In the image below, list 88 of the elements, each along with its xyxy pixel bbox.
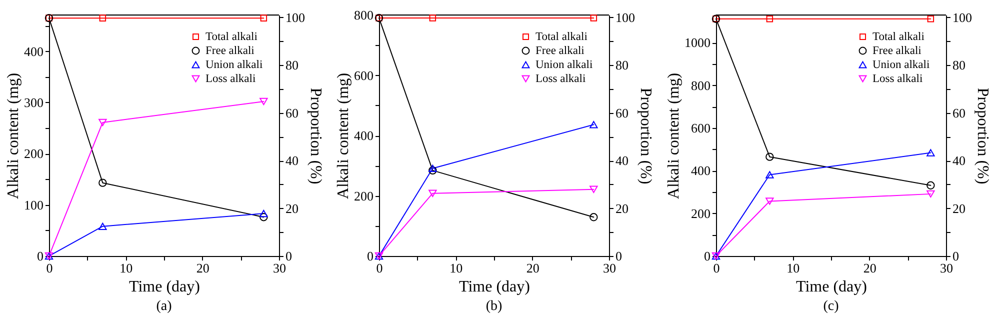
x-axis-title: Time (day)	[129, 278, 200, 296]
point	[260, 14, 268, 22]
y-tick-label: 0	[704, 248, 710, 264]
legend-label: Loss alkali	[536, 72, 586, 85]
y-axis-title: Alkali content (mg)	[335, 72, 352, 200]
legend-label: Loss alkali	[872, 72, 923, 85]
y-tick-label: 400	[24, 44, 44, 59]
text: (c)	[823, 299, 840, 314]
y-tick-label: 800	[691, 78, 710, 93]
text: (a)	[156, 299, 172, 314]
y-axis-title: Alkali content (mg)	[5, 72, 22, 200]
y-tick-label: 600	[691, 120, 710, 136]
point	[590, 121, 598, 128]
legend-label: Free alkali	[206, 44, 254, 57]
point	[926, 149, 935, 156]
point	[99, 14, 106, 22]
y-tick-label: 0	[37, 248, 44, 264]
y2-tick-label: 100	[952, 10, 972, 25]
x-tick-label: 10	[786, 260, 800, 276]
y-tick-label: 800	[354, 8, 374, 22]
y-tick-label: 400	[691, 163, 710, 178]
y2-tick-label: 80	[952, 58, 966, 73]
y2-tick-label: 0	[286, 248, 292, 264]
y2-axis-title: Proportion (%)	[974, 88, 991, 184]
y2-tick-label: 80	[286, 58, 298, 73]
legend-label: Loss alkali	[206, 72, 256, 85]
y2-tick-label: 0	[952, 248, 959, 264]
legend-label: Total alkali	[536, 30, 588, 43]
y2-tick-label: 60	[952, 105, 966, 120]
y2-tick-label: 60	[286, 105, 298, 120]
point	[590, 213, 598, 222]
x-tick-label: 0	[376, 260, 383, 276]
text: (b)	[486, 299, 502, 314]
x-tick-label: 20	[863, 260, 876, 276]
y-tick-label: 600	[354, 68, 374, 83]
legend-label: Union alkali	[872, 58, 930, 71]
x-tick-label: 20	[526, 260, 540, 276]
y2-tick-label: 20	[286, 200, 298, 216]
point	[260, 213, 268, 222]
y-tick-label: 100	[24, 197, 44, 212]
y-tick-label: 0	[367, 248, 374, 264]
point	[260, 210, 268, 218]
legend-label: Free alkali	[536, 44, 584, 57]
point	[428, 164, 437, 172]
point	[927, 15, 934, 22]
x-tick-label: 10	[450, 260, 463, 276]
y2-tick-label: 60	[616, 105, 628, 120]
y2-tick-label: 40	[286, 153, 298, 168]
y-tick-label: 400	[354, 128, 374, 143]
y2-tick-label: 40	[952, 153, 966, 168]
y2-tick-label: 20	[952, 200, 966, 216]
point	[428, 166, 437, 175]
y2-axis-title: Proportion (%)	[637, 88, 654, 184]
x-tick-label: 30	[940, 260, 953, 276]
legend-label: Union alkali	[536, 58, 593, 71]
x-tick-label: 0	[713, 260, 720, 276]
x-tick-label: 0	[46, 260, 53, 276]
y-tick-label: 200	[691, 206, 710, 221]
point	[766, 15, 774, 22]
point	[429, 14, 436, 22]
y-axis-title: Alkali content (mg)	[666, 72, 682, 200]
point	[590, 14, 598, 22]
y2-axis-title: Proportion (%)	[307, 88, 324, 184]
y-tick-label: 1000	[684, 35, 710, 50]
point	[926, 181, 935, 190]
x-axis-title: Time (day)	[796, 278, 867, 296]
y-tick-label: 200	[354, 188, 374, 204]
point	[98, 178, 107, 187]
legend-label: Total alkali	[206, 30, 258, 43]
x-tick-label: 30	[603, 260, 616, 276]
y-tick-label: 200	[24, 146, 44, 162]
y2-tick-label: 100	[616, 10, 635, 25]
point	[766, 171, 774, 178]
legend-label: Union alkali	[206, 58, 263, 71]
point	[98, 222, 107, 230]
legend-label: Total alkali	[872, 30, 924, 43]
x-tick-label: 20	[196, 260, 210, 276]
y2-tick-label: 40	[616, 153, 628, 168]
y2-tick-label: 80	[616, 58, 628, 73]
y2-tick-label: 100	[286, 10, 305, 25]
y-tick-label: 300	[24, 94, 44, 110]
x-tick-label: 30	[273, 260, 286, 276]
x-tick-label: 10	[120, 260, 133, 276]
y2-tick-label: 0	[616, 248, 622, 264]
x-axis-title: Time (day)	[459, 278, 530, 296]
legend-label: Free alkali	[872, 44, 922, 57]
y2-tick-label: 20	[616, 200, 628, 216]
point	[766, 152, 774, 161]
